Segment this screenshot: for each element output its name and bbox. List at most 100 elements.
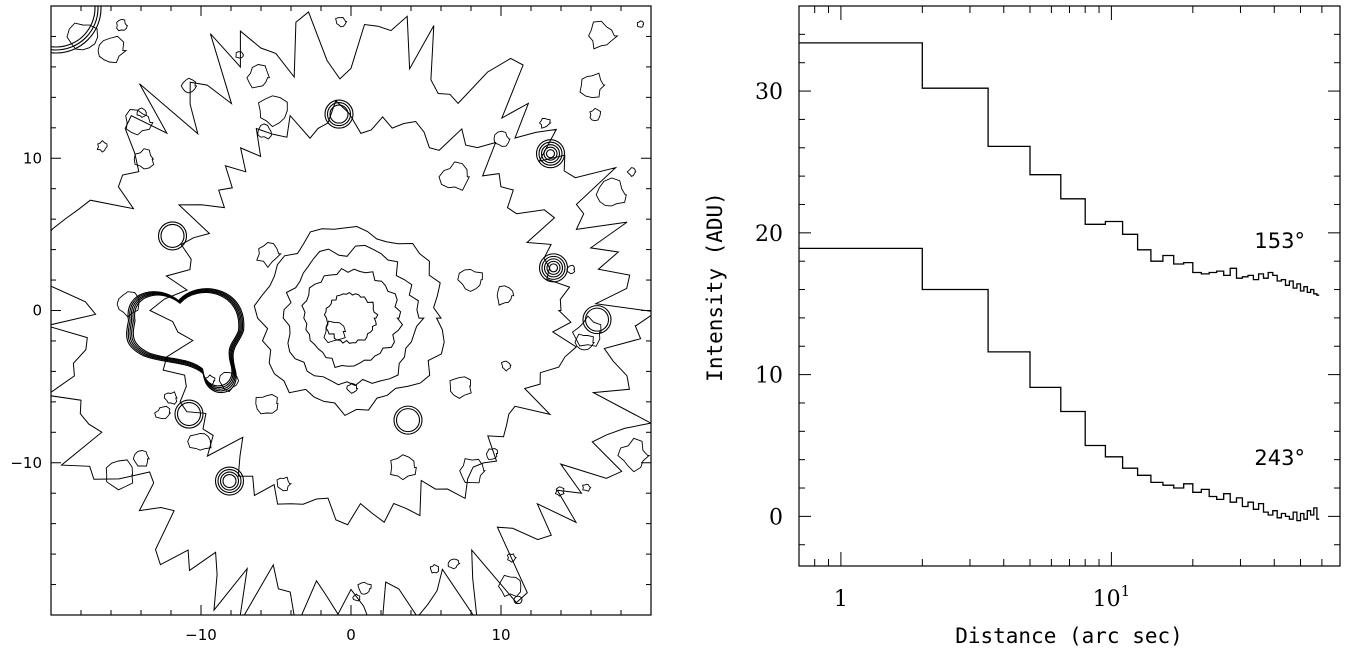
noise-contour: [218, 371, 240, 393]
y-tick-label: −10: [10, 454, 42, 472]
noise-contour: [574, 333, 595, 351]
noise-contour: [116, 18, 128, 32]
noise-contour: [636, 20, 645, 28]
noise-contour: [346, 382, 359, 394]
profile-series: [799, 42, 1320, 522]
double-core-contour: [127, 289, 243, 392]
noise-contour: [449, 376, 472, 399]
outer-contour: [51, 11, 651, 615]
y-tick-label: 0: [769, 505, 783, 530]
noise-contour: [335, 17, 348, 28]
double-core-contour: [132, 291, 240, 387]
noise-contour: [438, 161, 471, 191]
corner-star-contour: [51, 6, 96, 48]
star-contour: [329, 104, 349, 124]
x-tick-label: 1: [834, 587, 848, 612]
star-contour: [222, 473, 237, 489]
noise-contour: [496, 285, 515, 306]
y-tick-label: 30: [755, 80, 783, 105]
corner-star-contour: [51, 6, 99, 51]
star-contour: [546, 260, 561, 275]
star-contour: [324, 99, 354, 129]
star-contour: [540, 144, 561, 164]
x-tick-label-exponent: 1: [1121, 582, 1131, 600]
noise-contour: [257, 123, 272, 140]
contour-map-tick-labels: −10 0 10 −10 0 10: [10, 149, 510, 644]
contour-lines: [51, 6, 651, 615]
noise-contour: [457, 268, 483, 292]
noise-contour: [566, 264, 576, 275]
noise-contour: [500, 360, 512, 372]
noise-contour: [256, 242, 282, 269]
noise-contour: [554, 486, 565, 497]
noise-contour: [571, 315, 602, 347]
star-contour: [326, 102, 352, 127]
star-contour: [535, 139, 566, 169]
x-tick-label: 10: [491, 626, 510, 644]
noise-contour: [187, 433, 212, 451]
noise-contour: [105, 459, 134, 491]
star-contour: [217, 468, 242, 494]
noise-contour: [486, 448, 498, 460]
y-tick-label: 0: [32, 302, 42, 320]
noise-contour: [390, 454, 417, 481]
corner-star-contour: [51, 6, 102, 54]
series-label-153: 153°: [1254, 229, 1305, 253]
star-contour: [541, 255, 566, 280]
y-tick-label: 10: [755, 364, 783, 389]
noise-contour: [429, 564, 439, 574]
star-contour: [548, 263, 559, 273]
star-contour: [393, 405, 423, 435]
star-contour: [543, 258, 564, 278]
y-tick-label: 20: [755, 222, 783, 247]
noise-contour: [164, 391, 178, 405]
star-contour: [584, 307, 610, 332]
noise-contour: [180, 77, 198, 94]
profile-ticks: [798, 6, 1341, 566]
noise-contour: [506, 553, 517, 563]
star-contour: [543, 146, 558, 161]
noise-contour: [133, 148, 155, 170]
core-contour: [282, 244, 425, 387]
core-contour: [253, 225, 445, 417]
noise-contour: [579, 72, 606, 99]
profile-series-0: [799, 42, 1320, 296]
star-contour: [157, 221, 188, 251]
noise-contour: [513, 595, 523, 604]
noise-contour: [626, 167, 637, 177]
contour-map-panel: −10 0 10 −10 0 10: [10, 5, 652, 644]
noise-contour: [589, 107, 602, 122]
noise-contour: [136, 107, 147, 118]
noise-contour: [132, 450, 150, 467]
halo-contour: [149, 99, 578, 526]
core-contour: [301, 267, 404, 369]
profile-series-1: [799, 247, 1320, 522]
noise-contour: [246, 64, 271, 89]
profile-plot-frame: [798, 5, 1341, 567]
star-contour: [160, 223, 185, 248]
star-contour: [214, 466, 245, 496]
contour-map-ticks: [51, 6, 651, 615]
noise-contour: [595, 177, 627, 207]
star-contour: [582, 305, 612, 335]
noise-contour: [352, 593, 361, 602]
y-axis-title: Intensity (ADU): [703, 192, 727, 382]
noise-contour: [235, 51, 245, 59]
star-contour: [176, 401, 202, 427]
x-tick-label: 101: [1093, 582, 1131, 612]
star-contour: [174, 399, 204, 429]
series-label-243: 243°: [1254, 446, 1305, 470]
noise-contour: [204, 374, 216, 388]
noise-contour: [588, 20, 619, 50]
noise-contour: [255, 394, 279, 415]
x-tick-label: 0: [346, 626, 356, 644]
noise-contour: [459, 458, 486, 484]
noise-contour: [116, 291, 140, 318]
noise-contour: [125, 109, 154, 136]
double-core-contour: [129, 290, 242, 390]
star-contour: [395, 408, 421, 433]
noise-contour: [257, 95, 288, 128]
